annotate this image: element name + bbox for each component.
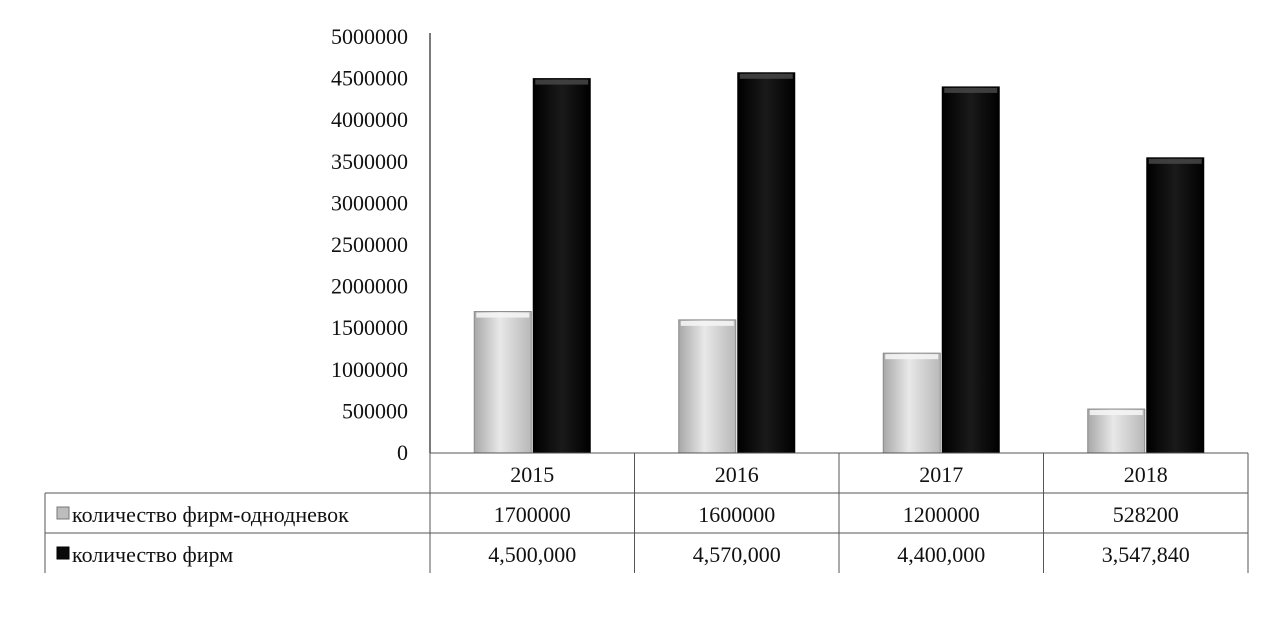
data-table-value: 1700000 [494, 502, 571, 527]
bar-top-bevel [739, 73, 793, 79]
y-tick-label: 4000000 [331, 107, 408, 132]
legend-key [56, 546, 70, 560]
y-tick-label: 2000000 [331, 274, 408, 299]
y-tick-label: 5000000 [331, 24, 408, 49]
data-table-value: 528200 [1113, 502, 1179, 527]
y-tick-label: 1000000 [331, 357, 408, 382]
data-table-value: 4,570,000 [693, 542, 781, 567]
bar-firms-2015 [532, 78, 591, 454]
y-tick-label: 500000 [342, 398, 408, 423]
data-table-value: 4,500,000 [488, 542, 576, 567]
bar-top-bevel [476, 312, 530, 318]
x-tick-label: 2017 [919, 462, 963, 487]
bar-top-bevel [680, 320, 734, 326]
data-table-value: 1600000 [698, 502, 775, 527]
y-tick-label: 1500000 [331, 315, 408, 340]
bar-one-day-firms-2015 [473, 311, 532, 454]
bar-top-bevel [1148, 158, 1202, 164]
bar-top-bevel [535, 79, 589, 85]
y-tick-label: 0 [397, 440, 408, 465]
y-axis: 0 500000 1000000 1500000 2000000 2500000 30000… [331, 24, 431, 465]
bar-top-bevel [944, 87, 998, 93]
bar-top-bevel [885, 354, 939, 360]
y-tick-label: 3500000 [331, 149, 408, 174]
data-table: 2015 2016 2017 2018 количество фирм-одноднев… [44, 452, 1249, 573]
bar-top-bevel [1089, 410, 1143, 416]
bar-firms-2018 [1146, 157, 1205, 454]
bar-one-day-firms-2017 [882, 352, 941, 454]
x-tick-label: 2015 [510, 462, 554, 487]
bar-firms-2016 [737, 72, 796, 454]
legend-key [56, 506, 70, 520]
bar-one-day-firms-2018 [1087, 408, 1146, 454]
legend-label: количество фирм-однодневок [72, 502, 349, 527]
data-table-value: 1200000 [903, 502, 980, 527]
bars [473, 72, 1205, 454]
y-tick-label: 4500000 [331, 66, 408, 91]
data-table-value: 4,400,000 [897, 542, 985, 567]
y-tick-label: 2500000 [331, 232, 408, 257]
bar-one-day-firms-2016 [678, 319, 737, 454]
data-table-value: 3,547,840 [1102, 542, 1190, 567]
y-tick-label: 3000000 [331, 190, 408, 215]
x-tick-label: 2016 [715, 462, 759, 487]
x-tick-label: 2018 [1124, 462, 1168, 487]
bar-firms-2017 [941, 86, 1000, 454]
legend-label: количество фирм [72, 542, 233, 567]
